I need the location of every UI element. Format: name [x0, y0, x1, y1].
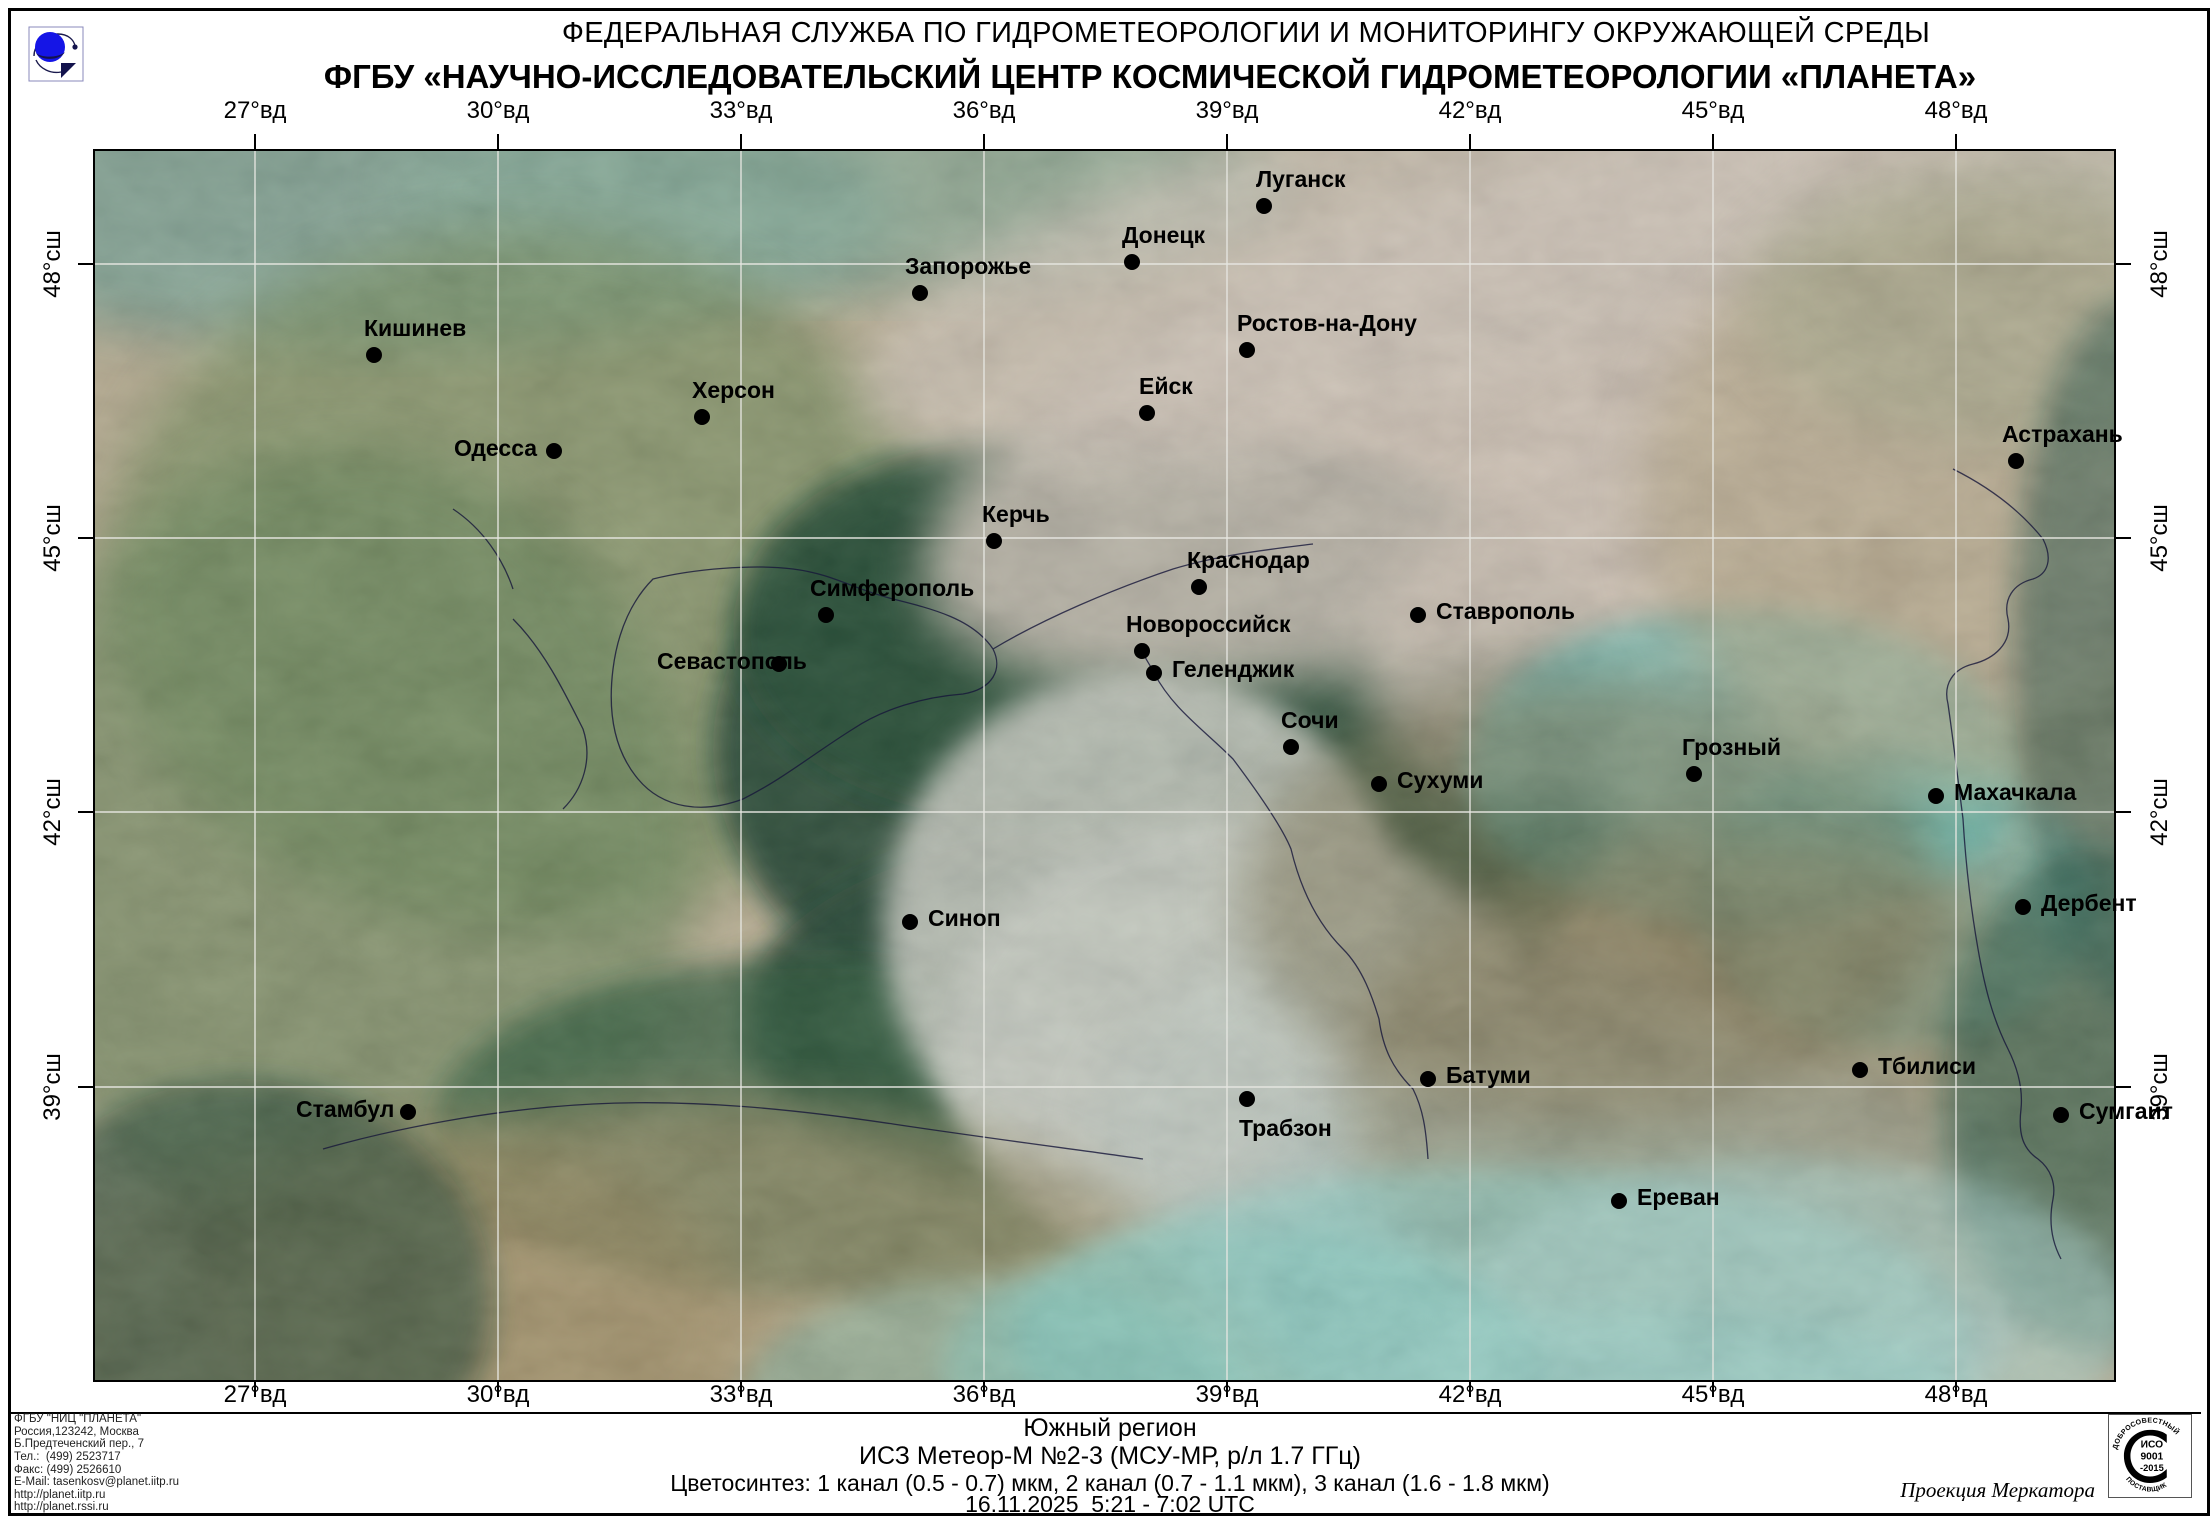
svg-text:9001: 9001 [2140, 1452, 2163, 1463]
svg-text:ИСО: ИСО [2141, 1440, 2164, 1451]
svg-text:-2015: -2015 [2140, 1463, 2164, 1473]
